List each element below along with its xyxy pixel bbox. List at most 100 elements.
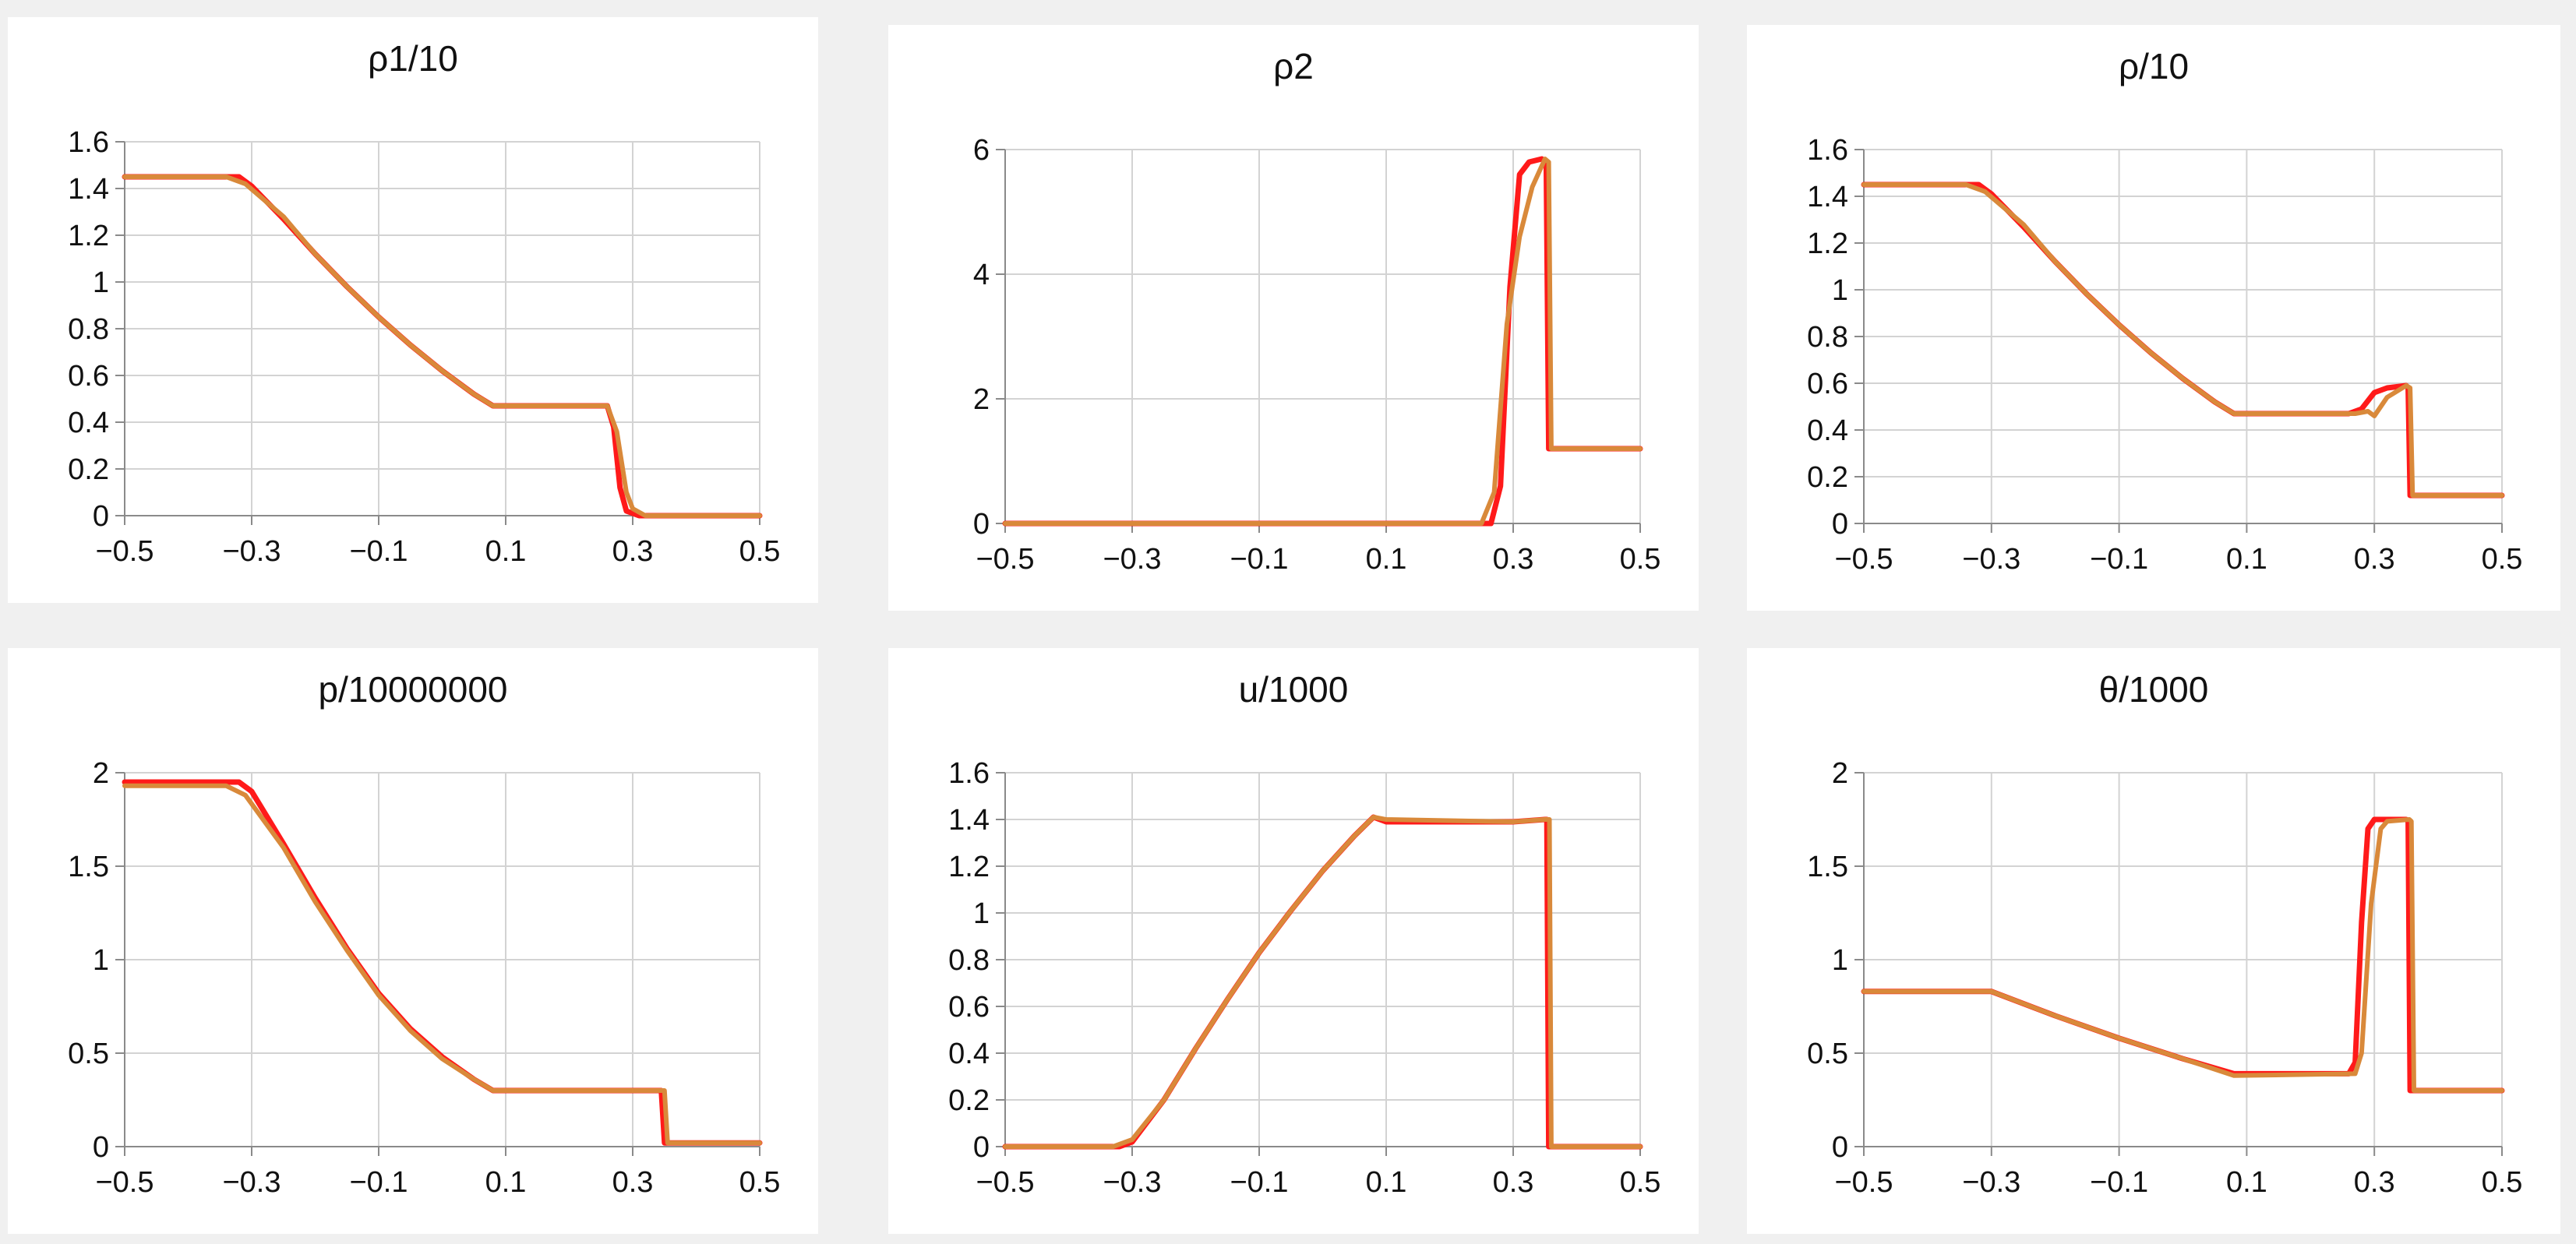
x-tick-label: 0.5 [1620, 1166, 1661, 1199]
x-tick-label: 0.5 [1620, 543, 1661, 576]
x-tick-label: −0.1 [349, 535, 408, 568]
x-tick-label: −0.1 [1230, 1166, 1288, 1199]
y-tick-label: 1 [1832, 944, 1848, 977]
x-tick-label: −0.5 [95, 535, 154, 568]
chart-panel-pressure: p/10000000 −0.5 −0.3 −0.1 0.1 0.3 0.5 0 0.5 1 1.5… [8, 648, 818, 1234]
y-tick-label: 0.6 [1807, 368, 1848, 400]
x-tick-label: 0.5 [739, 1166, 781, 1199]
chart-panel-rho2: ρ2 −0.5 −0.3 −0.1 0.1 0.3 0.5 0 2 4 6 [888, 25, 1699, 611]
y-tick-label: 0.5 [1807, 1038, 1848, 1070]
y-tick-label: 1.4 [1807, 181, 1848, 213]
y-tick-label: 1.6 [68, 126, 109, 159]
chart-plot: −0.5 −0.3 −0.1 0.1 0.3 0.5 0 0.5 1 1.5 2 [1807, 757, 2523, 1199]
y-tick-label: 0.6 [68, 360, 109, 393]
chart-plot: −0.5 −0.3 −0.1 0.1 0.3 0.5 0 0.2 0.4 0.6 0.8 1 1.2 1.… [1807, 134, 2523, 576]
y-tick-label: 0 [1832, 1131, 1848, 1164]
x-tick-label: 0.3 [612, 535, 654, 568]
x-tick-label: 0.3 [612, 1166, 654, 1199]
y-tick-label: 1.2 [948, 851, 990, 883]
y-tick-label: 0.2 [948, 1084, 990, 1117]
x-tick-label: 0.5 [2482, 1166, 2523, 1199]
x-tick-label: 0.1 [2226, 1166, 2267, 1199]
x-tick-label: −0.3 [222, 1166, 281, 1199]
series-line-red [1861, 816, 2505, 1094]
x-tick-label: −0.5 [95, 1166, 154, 1199]
y-tick-label: 6 [973, 134, 990, 167]
chart-panel-temperature: θ/1000 −0.5 −0.3 −0.1 0.1 0.3 0.5 0 0.5 1 1.5 2 [1747, 648, 2560, 1234]
chart-plot: −0.5 −0.3 −0.1 0.1 0.3 0.5 0 0.2 0.4 0.6 0.8 1 1.2 1.… [948, 757, 1661, 1199]
y-tick-label: 1 [1832, 274, 1848, 307]
chart-plot: −0.5 −0.3 −0.1 0.1 0.3 0.5 0 0.5 1 1.5 2 [68, 757, 781, 1199]
y-tick-label: 0.4 [68, 407, 109, 439]
y-tick-label: 1.4 [948, 804, 990, 837]
x-tick-label: 0.3 [2354, 1166, 2395, 1199]
series-line-orange [1003, 157, 1643, 526]
y-tick-label: 0.2 [68, 453, 109, 486]
y-tick-label: 1.5 [1807, 851, 1848, 883]
x-tick-label: 0.1 [485, 1166, 527, 1199]
x-tick-label: −0.1 [2090, 1166, 2148, 1199]
series-line-orange [122, 783, 762, 1146]
x-tick-label: −0.5 [976, 1166, 1034, 1199]
y-tick-label: 0.8 [1807, 321, 1848, 354]
chart-plot: −0.5 −0.3 −0.1 0.1 0.3 0.5 0 2 4 6 [973, 134, 1661, 576]
x-tick-label: −0.1 [1230, 543, 1288, 576]
chart-title: θ/1000 [2098, 669, 2209, 710]
y-tick-label: 1.4 [68, 173, 109, 206]
chart-panel-rho: ρ/10 −0.5 −0.3 −0.1 0.1 0.3 0.5 0 0.2 0.4 0.6 0.8 1… [1747, 25, 2560, 611]
x-tick-label: −0.5 [976, 543, 1034, 576]
x-tick-label: 0.3 [2354, 543, 2395, 576]
chart-title: ρ2 [1273, 46, 1314, 86]
y-tick-label: 0 [93, 500, 109, 533]
chart-panel-rho1: ρ1/10 −0.5 −0.3 −0.1 0.1 0.3 0.5 0 0.2 0.4 0.6 0.8… [8, 17, 818, 603]
series-line-red [122, 174, 763, 519]
series-line-orange [1003, 815, 1643, 1149]
x-tick-label: 0.1 [2226, 543, 2267, 576]
y-tick-label: 2 [93, 757, 109, 790]
y-tick-label: 4 [973, 259, 990, 291]
y-tick-label: 0 [93, 1131, 109, 1164]
y-tick-label: 1.6 [1807, 134, 1848, 167]
y-tick-label: 0.4 [1807, 414, 1848, 447]
x-tick-label: −0.5 [1834, 543, 1893, 576]
y-tick-label: 0.8 [68, 313, 109, 346]
y-tick-label: 0 [973, 508, 990, 541]
y-tick-label: 0.2 [1807, 461, 1848, 494]
x-tick-label: −0.1 [2090, 543, 2148, 576]
series-line-orange [122, 174, 762, 518]
x-tick-label: −0.3 [1962, 543, 2020, 576]
series-line-orange [1861, 182, 2504, 498]
series-line-red [1002, 156, 1643, 527]
y-tick-label: 1 [93, 944, 109, 977]
y-tick-label: 1.2 [68, 220, 109, 252]
chart-title: u/1000 [1238, 669, 1349, 710]
chart-plot: −0.5 −0.3 −0.1 0.1 0.3 0.5 0 0.2 0.4 0.6 0.8 1 1.2 1.… [68, 126, 781, 568]
y-tick-label: 1.2 [1807, 227, 1848, 260]
y-tick-label: 0.4 [948, 1038, 990, 1070]
y-tick-label: 0.8 [948, 944, 990, 977]
y-tick-label: 0 [1832, 508, 1848, 541]
y-tick-label: 0.6 [948, 991, 990, 1024]
x-tick-label: −0.5 [1834, 1166, 1893, 1199]
x-tick-label: 0.5 [2482, 543, 2523, 576]
y-tick-label: 2 [973, 383, 990, 416]
x-tick-label: −0.3 [1962, 1166, 2020, 1199]
x-tick-label: 0.1 [485, 535, 527, 568]
chart-panel-velocity: u/1000 −0.5 −0.3 −0.1 0.1 0.3 0.5 0 0.2 0.4 0.6 0.… [888, 648, 1699, 1234]
x-tick-label: −0.1 [349, 1166, 408, 1199]
x-tick-label: −0.3 [1103, 1166, 1161, 1199]
x-tick-label: −0.3 [222, 535, 281, 568]
x-tick-label: −0.3 [1103, 543, 1161, 576]
y-tick-label: 0 [973, 1131, 990, 1164]
y-tick-label: 1.6 [948, 757, 990, 790]
y-tick-label: 1 [973, 897, 990, 930]
y-tick-label: 1 [93, 266, 109, 299]
chart-title: ρ/10 [2118, 46, 2190, 86]
x-tick-label: 0.3 [1493, 1166, 1534, 1199]
y-tick-label: 2 [1832, 757, 1848, 790]
x-tick-label: 0.1 [1366, 543, 1407, 576]
x-tick-label: 0.5 [739, 535, 781, 568]
y-tick-label: 1.5 [68, 851, 109, 883]
series-line-orange [1861, 817, 2504, 1093]
